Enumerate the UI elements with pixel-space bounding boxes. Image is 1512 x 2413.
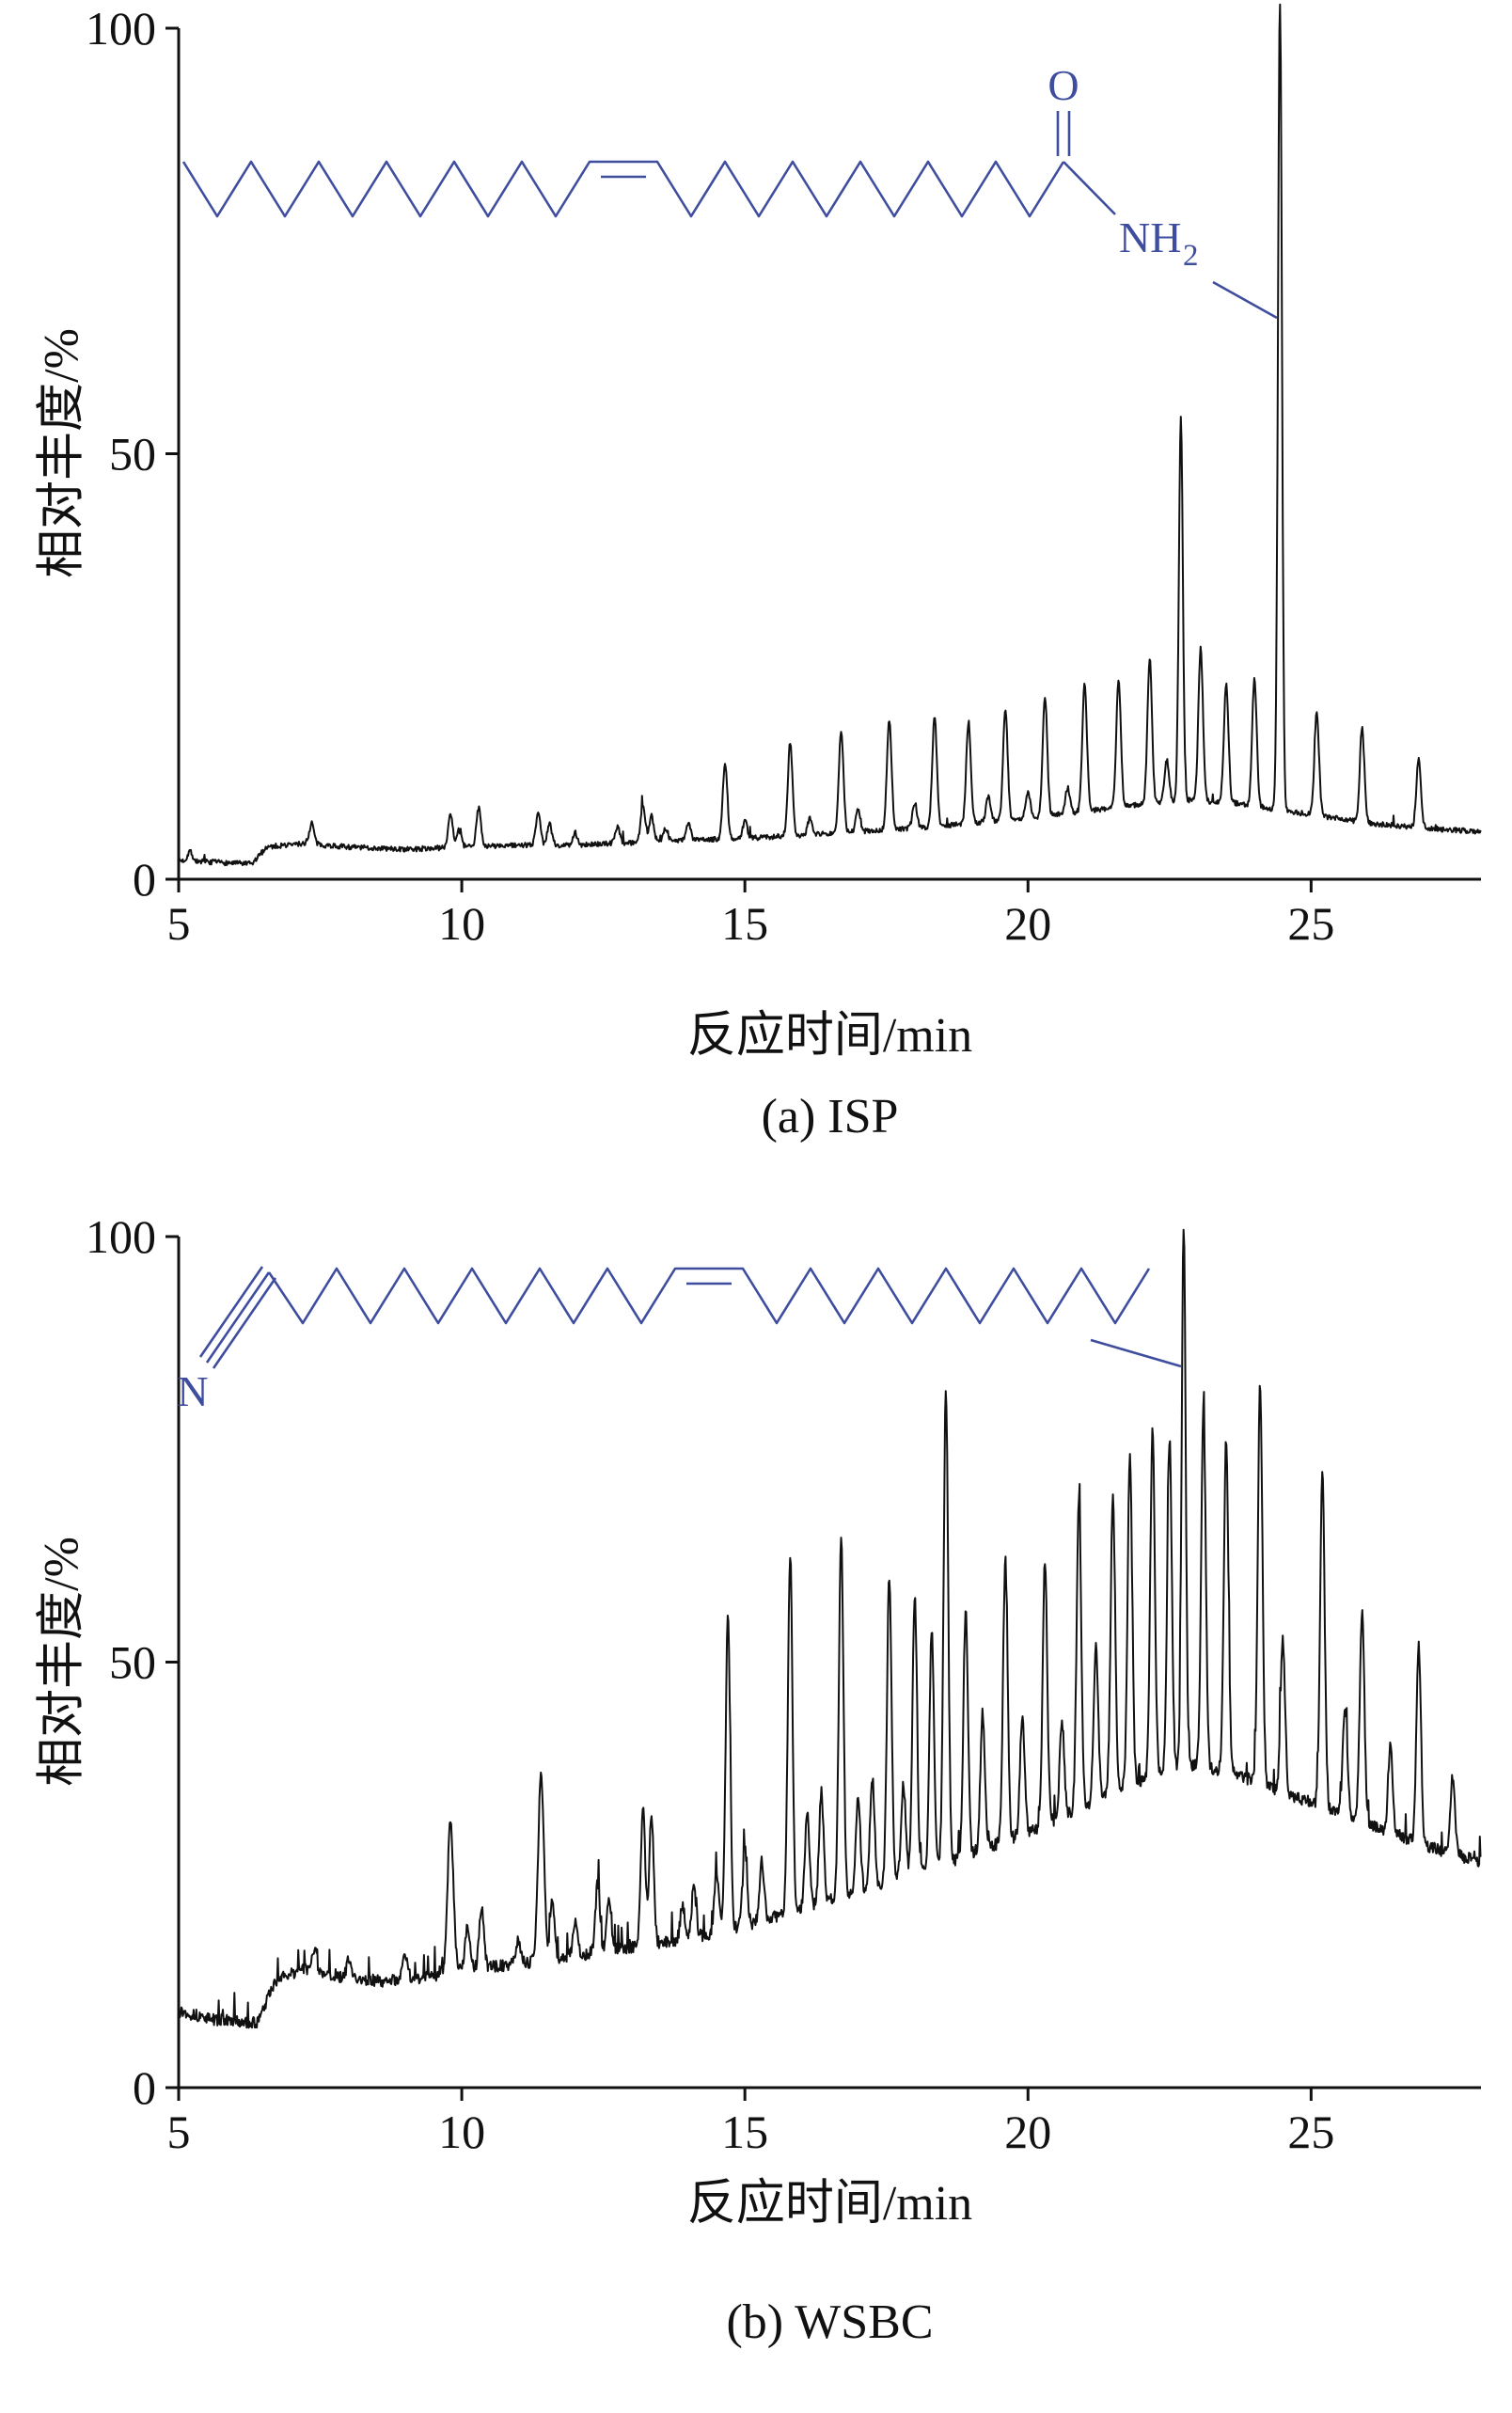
x-tick-label: 5 (167, 2105, 191, 2158)
x-tick-label: 15 (721, 2105, 768, 2158)
x-tick-label: 10 (438, 2105, 485, 2158)
y-tick-label: 0 (133, 2061, 156, 2114)
chromatogram-b: 5 10 15 20 25 0 50 100 N (86, 1210, 1482, 2158)
y-tick-label: 50 (109, 428, 156, 481)
nitrogen-label: N (177, 1367, 208, 1415)
carbon-chain (181, 160, 1065, 218)
amide-nh-subscript: 2 (1183, 239, 1199, 273)
x-tick-label: 25 (1287, 897, 1334, 950)
plot-layer: 5 10 15 20 25 0 50 100 (86, 2, 1482, 950)
caption-b: (b) WSBC (726, 2295, 934, 2349)
nitrile-structure (198, 1266, 1182, 1369)
x-axis-title-b: 反应时间/min (686, 2177, 973, 2231)
caption-a: (a) ISP (761, 1090, 899, 1143)
y-tick-label: 100 (86, 2, 156, 55)
y-tick-label: 0 (133, 853, 156, 906)
x-axis-title-a: 反应时间/min (686, 1009, 973, 1063)
signal-trace (178, 3, 1482, 867)
y-axis-title-b: 相对丰度/% (35, 1537, 89, 1787)
y-tick-label: 100 (86, 1210, 156, 1263)
y-tick-label: 50 (109, 1636, 156, 1689)
pointer-line (1090, 1338, 1182, 1368)
amide-nh-label: NH (1119, 213, 1181, 261)
oleamide-structure (181, 111, 1278, 320)
triple-bond-line-3 (212, 1277, 277, 1369)
x-tick-label: 5 (167, 897, 191, 950)
triple-bond-line-1 (198, 1266, 264, 1358)
x-tick-label: 25 (1287, 2105, 1334, 2158)
chromatogram-a: 5 10 15 20 25 0 50 100 O NH 2 (86, 2, 1482, 950)
oxygen-label: O (1047, 61, 1079, 109)
carbon-chain (267, 1267, 1151, 1325)
x-tick-label: 10 (438, 897, 485, 950)
x-tick-label: 15 (721, 897, 768, 950)
y-axis-title-a: 相对丰度/% (35, 328, 89, 578)
signal-trace (178, 1228, 1482, 2029)
pointer-line (1212, 280, 1278, 320)
amide-cn-bond (1063, 161, 1116, 215)
plot-layer: 5 10 15 20 25 0 50 100 (86, 1210, 1482, 2158)
x-tick-label: 20 (1004, 897, 1051, 950)
triple-bond-line-2 (205, 1271, 271, 1364)
x-tick-label: 20 (1004, 2105, 1051, 2158)
